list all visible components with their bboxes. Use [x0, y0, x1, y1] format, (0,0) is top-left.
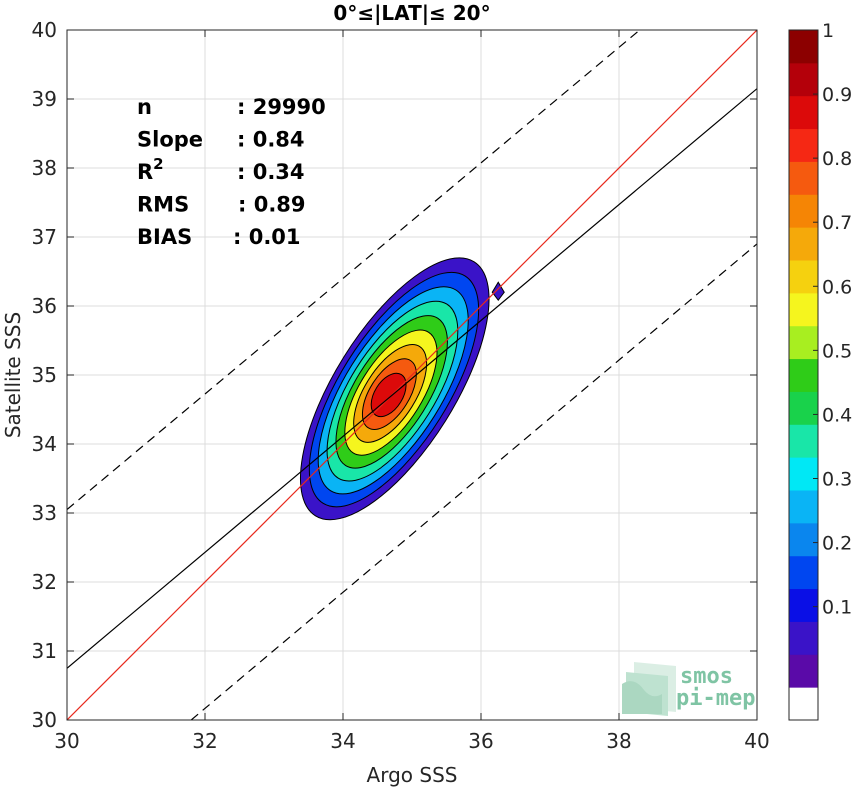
stat-label: BIAS [137, 225, 192, 249]
colorbar-tick-label: 0.6 [822, 276, 852, 298]
colorbar-tick-label: 0.3 [822, 469, 852, 491]
y-tick-label: 40 [32, 18, 57, 42]
lower-bound-line [190, 243, 757, 720]
x-tick-label: 34 [330, 729, 355, 753]
chart-title: 0°≤|LAT|≤ 20° [333, 1, 490, 25]
logo-mark-icon [622, 662, 676, 716]
y-tick-label: 30 [32, 708, 57, 732]
colorbar-segment [789, 687, 818, 721]
colorbar-tick-label: 0.8 [822, 148, 852, 170]
outlier-contour-patch [491, 281, 505, 302]
x-tick-label: 40 [744, 729, 769, 753]
colorbar-tick-label: 0.1 [822, 597, 852, 619]
colorbar-segment [789, 95, 818, 130]
colorbar-segment [789, 424, 818, 458]
stat-value: : 29990 [237, 95, 326, 119]
y-tick-label: 34 [32, 432, 57, 456]
colorbar-segment [789, 30, 818, 64]
upper-bound-line [67, 30, 641, 511]
x-axis-label: Argo SSS [367, 763, 458, 787]
colorbar-segment [789, 227, 818, 261]
colorbar-tick-label: 1 [822, 20, 834, 42]
colorbar-tick-label: 0.2 [822, 533, 852, 555]
stat-value: : 0.84 [237, 128, 305, 152]
smos-pimep-logo: smos pi-mep [622, 662, 755, 716]
x-axis-ticks: 30 32 34 36 38 40 [54, 30, 770, 753]
colorbar-tick-label: 0.4 [822, 404, 852, 426]
colorbar-segment [789, 555, 818, 590]
colorbar-tick-label: 0.7 [822, 212, 852, 234]
y-tick-label: 31 [32, 639, 57, 663]
logo-line2: pi-mep [676, 686, 755, 711]
colorbar-segment [789, 457, 818, 491]
y-tick-label: 32 [32, 570, 57, 594]
colorbar-segment [789, 358, 818, 392]
colorbar-segment [789, 260, 818, 294]
x-tick-label: 36 [468, 729, 493, 753]
logo-line1: smos [680, 664, 733, 689]
colorbar-segment [789, 292, 818, 327]
colorbar-tick-label: 0.5 [822, 340, 852, 362]
colorbar-segment [789, 62, 818, 97]
stat-value: : 0.01 [233, 225, 301, 249]
reference-lines [67, 30, 757, 720]
stat-value: : 0.34 [237, 160, 305, 184]
colorbar-segment [789, 161, 818, 195]
stat-label: RMS [137, 193, 189, 217]
stat-label: n [137, 95, 152, 119]
colorbar-tick-label: 0.9 [822, 84, 852, 106]
density-contours [299, 257, 505, 521]
y-tick-label: 35 [32, 363, 57, 387]
colorbar-segment [789, 654, 818, 688]
x-tick-label: 38 [606, 729, 631, 753]
y-tick-label: 38 [32, 156, 57, 180]
colorbar-segment [789, 522, 818, 557]
y-tick-label: 33 [32, 501, 57, 525]
stat-superscript: 2 [153, 155, 163, 173]
stat-label: Slope [137, 128, 203, 152]
x-tick-label: 32 [192, 729, 217, 753]
x-tick-label: 30 [54, 729, 79, 753]
colorbar-segment [789, 128, 818, 162]
y-tick-label: 37 [32, 225, 57, 249]
y-axis-label: Satellite SSS [1, 312, 25, 438]
colorbar-segment [789, 588, 818, 622]
y-tick-label: 39 [32, 87, 57, 111]
regression-line [67, 88, 757, 669]
y-tick-label: 36 [32, 294, 57, 318]
stat-value: : 0.89 [238, 193, 306, 217]
colorbar: 1 0.9 0.8 0.7 0.6 0.5 0.4 0.3 0.2 0.1 [788, 20, 852, 721]
colorbar-segment [789, 325, 818, 360]
colorbar-frame [788, 29, 819, 721]
colorbar-segment [789, 391, 818, 425]
colorbar-segment [789, 490, 818, 524]
colorbar-segment [789, 621, 818, 655]
y-axis-ticks: 30 31 32 33 34 35 36 37 38 39 40 [32, 18, 757, 732]
one-to-one-line [67, 30, 757, 720]
